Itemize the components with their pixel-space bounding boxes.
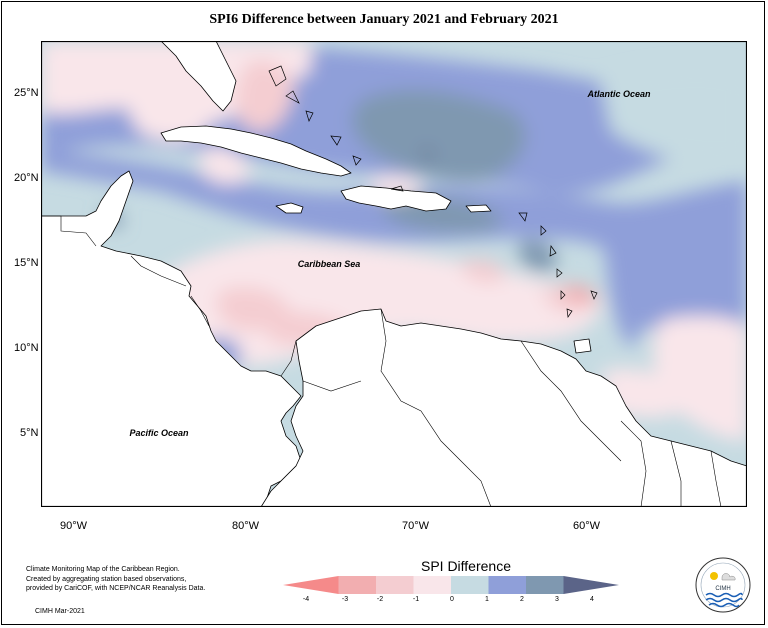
- lat-tick-10n: 10°N: [14, 342, 39, 354]
- legend-tick: 4: [590, 596, 594, 603]
- legend-swatch: [413, 576, 451, 594]
- footer-credit: CIMH Mar-2021: [35, 608, 85, 615]
- legend-tick: 1: [485, 596, 489, 603]
- legend-swatch: [338, 576, 376, 594]
- spi-field: [41, 41, 747, 478]
- legend-swatch: [563, 576, 619, 594]
- cloud-icon: [721, 573, 736, 581]
- footer-description: Climate Monitoring Map of the Caribbean …: [26, 565, 205, 594]
- legend-swatch: [376, 576, 414, 594]
- lat-tick-20n: 20°N: [14, 172, 39, 184]
- lon-tick-70w: 70°W: [402, 520, 430, 532]
- atlantic-ocean-label: Atlantic Ocean: [586, 89, 651, 99]
- lon-tick-60w: 60°W: [573, 520, 601, 532]
- legend-tick: -3: [341, 596, 349, 603]
- legend-swatch: [526, 576, 564, 594]
- legend-swatch: [283, 576, 339, 594]
- lat-tick-15n: 15°N: [14, 257, 39, 269]
- legend-tick: -4: [302, 596, 310, 603]
- logo-text: CIMH: [715, 586, 730, 592]
- borders: [41, 215, 722, 507]
- lon-tick-80w: 80°W: [232, 520, 260, 532]
- legend-tick: 3: [555, 596, 559, 603]
- legend-tick: -1: [412, 596, 420, 603]
- legend-colorbar: [283, 576, 619, 594]
- footer-line-1: Climate Monitoring Map of the Caribbean …: [26, 566, 180, 573]
- footer-line-2: Created by aggregating station based obs…: [26, 575, 187, 583]
- land: [41, 41, 747, 507]
- legend-tick: 0: [450, 596, 454, 603]
- map-title: SPI6 Difference between January 2021 and…: [209, 12, 559, 27]
- legend-title: SPI Difference: [420, 558, 511, 574]
- lat-tick-5n: 5°N: [20, 427, 39, 439]
- legend-swatch: [451, 576, 489, 594]
- lon-tick-90w: 90°W: [60, 520, 88, 532]
- cimh-logo: CIMH: [695, 557, 751, 613]
- sun-icon: [710, 572, 718, 580]
- caribbean-sea-label: Caribbean Sea: [298, 259, 361, 269]
- legend-tick: 2: [520, 596, 524, 603]
- footer-line-3: provided by CariCOF, with NCEP/NCAR Rean…: [26, 585, 206, 592]
- spi-map: Atlantic Ocean Caribbean Sea Pacific Oce…: [41, 41, 747, 507]
- legend-tick: -2: [376, 596, 384, 603]
- legend-swatch: [488, 576, 526, 594]
- pacific-ocean-label: Pacific Ocean: [129, 428, 189, 438]
- small-islands: [268, 65, 598, 318]
- lat-tick-25n: 25°N: [14, 87, 39, 99]
